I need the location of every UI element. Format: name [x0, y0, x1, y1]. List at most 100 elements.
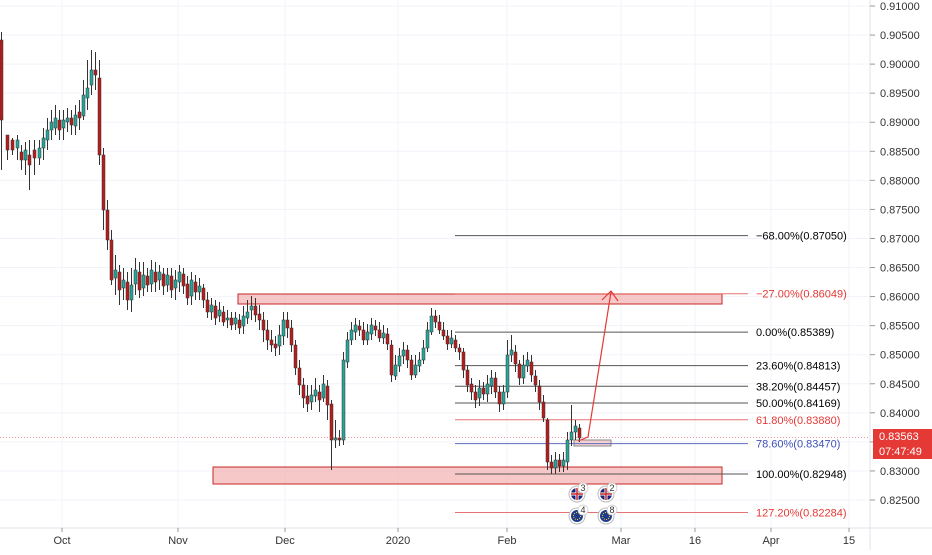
candle-body[interactable]: [185, 283, 190, 299]
support-zone[interactable]: [212, 466, 723, 485]
candle-body[interactable]: [373, 325, 378, 331]
candle-body[interactable]: [405, 349, 410, 361]
candle-body[interactable]: [361, 329, 366, 341]
candle-body[interactable]: [41, 137, 46, 149]
candle-body[interactable]: [141, 274, 146, 289]
candle-body[interactable]: [27, 154, 32, 166]
candle-body[interactable]: [453, 339, 458, 349]
candlestick-series[interactable]: [0, 32, 582, 474]
candle-body[interactable]: [413, 364, 418, 376]
candle-body[interactable]: [165, 274, 170, 286]
candle-body[interactable]: [461, 351, 466, 371]
candle-body[interactable]: [381, 332, 386, 339]
candle-body[interactable]: [37, 147, 42, 159]
candle-body[interactable]: [557, 459, 562, 467]
candle-body[interactable]: [23, 149, 28, 161]
candle-body[interactable]: [121, 279, 126, 289]
candle-body[interactable]: [365, 331, 370, 341]
candle-body[interactable]: [225, 317, 230, 321]
candle-body[interactable]: [273, 343, 278, 349]
time-axis[interactable]: Oct Nov Dec 2020 Feb Mar 16 Apr 15: [0, 527, 932, 547]
candle-body[interactable]: [213, 305, 218, 319]
candle-body[interactable]: [469, 383, 474, 393]
candle-body[interactable]: [441, 329, 446, 337]
candle-body[interactable]: [293, 344, 298, 369]
candle-body[interactable]: [281, 319, 286, 337]
candle-body[interactable]: [93, 69, 98, 76]
candle-body[interactable]: [69, 117, 74, 126]
candle-body[interactable]: [501, 391, 506, 405]
candle-body[interactable]: [181, 273, 186, 287]
candle-body[interactable]: [433, 315, 438, 323]
candle-body[interactable]: [421, 347, 426, 361]
candle-body[interactable]: [377, 329, 382, 339]
candle-body[interactable]: [269, 339, 274, 346]
candle-body[interactable]: [161, 273, 166, 287]
candle-body[interactable]: [497, 391, 502, 405]
candle-body[interactable]: [117, 271, 122, 291]
candle-body[interactable]: [0, 39, 4, 121]
candle-body[interactable]: [233, 317, 238, 325]
candle-body[interactable]: [369, 324, 374, 335]
candle-body[interactable]: [77, 111, 82, 119]
candle-body[interactable]: [333, 437, 338, 441]
candle-body[interactable]: [493, 377, 498, 393]
candle-body[interactable]: [449, 337, 454, 345]
candle-body[interactable]: [45, 129, 50, 141]
entry-box[interactable]: [573, 439, 612, 447]
candle-body[interactable]: [529, 361, 534, 376]
candle-body[interactable]: [193, 281, 198, 293]
candle-body[interactable]: [417, 359, 422, 367]
candle-body[interactable]: [257, 313, 262, 321]
candle-body[interactable]: [237, 319, 242, 329]
candle-body[interactable]: [525, 359, 530, 367]
candle-body[interactable]: [221, 311, 226, 323]
candle-body[interactable]: [73, 114, 78, 127]
candle-body[interactable]: [301, 384, 306, 399]
candle-body[interactable]: [153, 271, 158, 283]
candle-body[interactable]: [321, 383, 326, 399]
price-axis[interactable]: 0.91000 0.90500 0.90000 0.89500 0.89000 0.885…: [869, 0, 920, 550]
candle-body[interactable]: [313, 389, 318, 397]
candle-body[interactable]: [169, 275, 174, 291]
candle-body[interactable]: [429, 315, 434, 333]
candle-body[interactable]: [329, 403, 334, 441]
candle-body[interactable]: [521, 364, 526, 379]
candle-body[interactable]: [457, 347, 462, 353]
candle-body[interactable]: [19, 151, 24, 161]
candle-body[interactable]: [473, 391, 478, 401]
candle-body[interactable]: [105, 209, 110, 241]
event-marker[interactable]: 8: [597, 504, 618, 525]
candle-body[interactable]: [541, 401, 546, 419]
candle-body[interactable]: [61, 119, 66, 129]
candle-body[interactable]: [209, 304, 214, 313]
resistance-zone[interactable]: [237, 293, 723, 305]
candle-body[interactable]: [113, 269, 118, 279]
candle-body[interactable]: [53, 117, 58, 129]
candle-body[interactable]: [297, 367, 302, 386]
candle-body[interactable]: [109, 239, 114, 281]
candle-body[interactable]: [253, 305, 258, 316]
candle-body[interactable]: [305, 395, 310, 405]
candle-body[interactable]: [129, 284, 134, 301]
candle-body[interactable]: [97, 77, 102, 156]
candle-body[interactable]: [537, 385, 542, 403]
candle-body[interactable]: [465, 369, 470, 386]
candle-body[interactable]: [85, 87, 90, 99]
candle-body[interactable]: [517, 363, 522, 379]
candle-body[interactable]: [477, 387, 482, 399]
candle-body[interactable]: [101, 154, 106, 211]
candle-body[interactable]: [385, 333, 390, 345]
candle-body[interactable]: [325, 385, 330, 406]
candle-body[interactable]: [249, 305, 254, 311]
candle-body[interactable]: [201, 287, 206, 301]
candle-body[interactable]: [565, 439, 570, 463]
candle-body[interactable]: [137, 271, 142, 291]
candle-body[interactable]: [289, 327, 294, 346]
candle-body[interactable]: [409, 359, 414, 376]
candle-body[interactable]: [49, 121, 54, 131]
candle-body[interactable]: [397, 355, 402, 367]
candle-body[interactable]: [65, 117, 70, 123]
